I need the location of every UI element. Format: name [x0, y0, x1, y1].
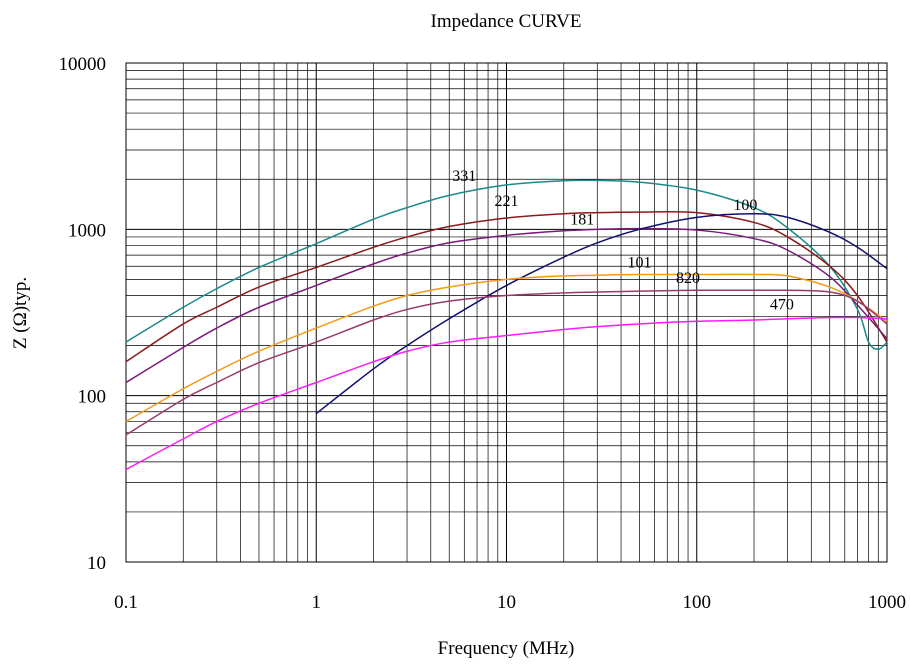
curve-label-181: 181 [570, 211, 594, 228]
x-tick-label: 0.1 [114, 592, 138, 613]
x-tick-label: 1000 [868, 592, 906, 613]
curve-label-331: 331 [452, 168, 476, 185]
curve-label-820: 820 [676, 270, 700, 287]
series-line-820 [125, 289, 888, 436]
plot-frame [125, 62, 888, 563]
y-tick-label: 1000 [68, 220, 106, 241]
curve-label-470: 470 [770, 296, 794, 313]
curve-label-101: 101 [627, 254, 651, 271]
x-tick-label: 1 [312, 592, 322, 613]
y-axis-label: Z (Ω)typ. [10, 277, 31, 349]
series-line-101 [125, 273, 888, 423]
curve-labels: 331 221 181 100 101 820 470 [452, 168, 794, 313]
series-line-221 [125, 210, 888, 363]
series-line-100 [315, 213, 888, 415]
x-tick-label: 10 [497, 592, 516, 613]
y-tick-labels: 10 100 1000 10000 [59, 54, 107, 574]
series-layer [125, 179, 888, 471]
x-tick-labels: 0.1 1 10 100 1000 [114, 592, 906, 613]
curve-label-221: 221 [495, 193, 519, 210]
chart-title: Impedance CURVE [431, 11, 582, 32]
x-axis-label: Frequency (MHz) [438, 638, 575, 659]
series-line-331 [125, 179, 888, 351]
y-tick-label: 10 [87, 553, 106, 574]
y-tick-label: 100 [78, 387, 107, 408]
series-line-470 [125, 316, 888, 471]
y-tick-label: 10000 [59, 54, 107, 75]
curve-label-100: 100 [733, 197, 757, 214]
series-line-181 [125, 227, 888, 384]
grid [125, 63, 887, 563]
x-tick-label: 100 [683, 592, 712, 613]
